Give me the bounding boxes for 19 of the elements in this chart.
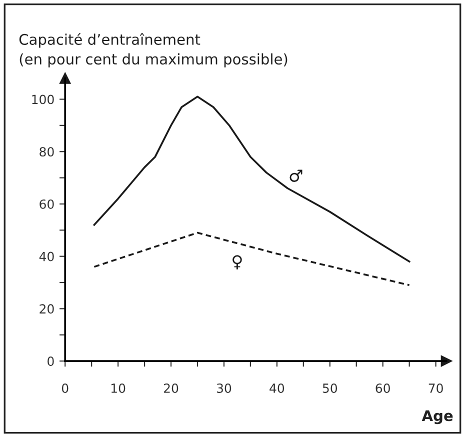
y-axis-title: Capacité d’entraînement (en pour cent du maximum possible) [19,33,288,68]
y-tick-label: 20 [40,304,54,314]
x-axis-title: Age [422,410,453,424]
x-tick-label: 30 [216,383,232,393]
y-tick-label: 80 [40,147,54,157]
y-tick-label: 100 [32,94,54,104]
x-tick-label: 70 [428,383,443,393]
x-tick-label: 0 [62,383,68,393]
x-tick-label: 50 [322,383,338,393]
y-tick-label: 40 [39,252,54,262]
line-series [93,232,410,286]
series-label: ♀ [232,255,242,270]
x-tick-label: 40 [270,383,284,393]
x-tick-label: 10 [111,383,126,393]
x-tick-label: 60 [376,383,390,393]
y-tick-label: 0 [48,356,54,366]
series-label: ♂ [290,170,302,182]
y-tick-label: 60 [40,199,54,209]
x-tick-label: 20 [164,383,178,393]
